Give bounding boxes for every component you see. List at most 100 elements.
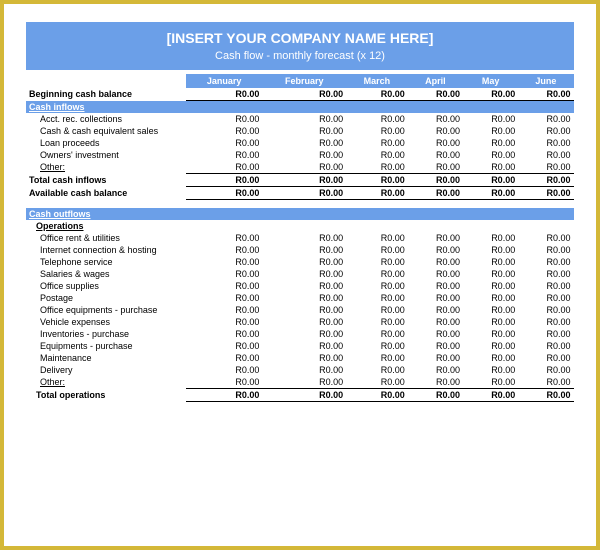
cell: R0.00 <box>346 161 408 174</box>
cell: R0.00 <box>463 88 518 101</box>
cash-inflows-header: Cash inflows <box>26 101 574 114</box>
cell: R0.00 <box>346 328 408 340</box>
cell: R0.00 <box>186 376 262 389</box>
row-label: Office equipments - purchase <box>26 304 186 316</box>
cell: R0.00 <box>408 316 463 328</box>
cell: R0.00 <box>518 256 573 268</box>
cell: R0.00 <box>518 304 573 316</box>
cell: R0.00 <box>346 376 408 389</box>
cell: R0.00 <box>346 232 408 244</box>
table-row: Other:R0.00R0.00R0.00R0.00R0.00R0.00 <box>26 161 574 174</box>
cell: R0.00 <box>186 113 262 125</box>
subtitle: Cash flow - monthly forecast (x 12) <box>26 50 574 62</box>
cell: R0.00 <box>463 364 518 376</box>
cell: R0.00 <box>186 256 262 268</box>
month-jun: June <box>518 75 573 88</box>
cell: R0.00 <box>346 137 408 149</box>
document-frame: [INSERT YOUR COMPANY NAME HERE] Cash flo… <box>0 0 600 550</box>
cell: R0.00 <box>346 304 408 316</box>
cell: R0.00 <box>262 137 346 149</box>
available-cash-row: Available cash balance R0.00 R0.00 R0.00… <box>26 187 574 200</box>
cell: R0.00 <box>408 149 463 161</box>
row-label: Acct. rec. collections <box>26 113 186 125</box>
row-label: Other: <box>26 376 186 389</box>
cell: R0.00 <box>463 340 518 352</box>
cell: R0.00 <box>186 187 262 200</box>
cell: R0.00 <box>408 268 463 280</box>
cell: R0.00 <box>518 352 573 364</box>
cell: R0.00 <box>463 316 518 328</box>
table-row: Other:R0.00R0.00R0.00R0.00R0.00R0.00 <box>26 376 574 389</box>
month-feb: February <box>262 75 346 88</box>
table-row: Acct. rec. collectionsR0.00R0.00R0.00R0.… <box>26 113 574 125</box>
cell: R0.00 <box>186 149 262 161</box>
cell: R0.00 <box>463 244 518 256</box>
cell: R0.00 <box>262 113 346 125</box>
cell: R0.00 <box>518 232 573 244</box>
available-cash-label: Available cash balance <box>26 187 186 200</box>
beginning-balance-label: Beginning cash balance <box>26 88 186 101</box>
cell: R0.00 <box>262 187 346 200</box>
cell: R0.00 <box>408 244 463 256</box>
cell: R0.00 <box>463 125 518 137</box>
cell: R0.00 <box>346 244 408 256</box>
cell: R0.00 <box>262 161 346 174</box>
cash-outflows-header: Cash outflows <box>26 208 574 220</box>
cell: R0.00 <box>408 364 463 376</box>
table-row: Office suppliesR0.00R0.00R0.00R0.00R0.00… <box>26 280 574 292</box>
cell: R0.00 <box>262 340 346 352</box>
row-label: Cash & cash equivalent sales <box>26 125 186 137</box>
table-row: Internet connection & hostingR0.00R0.00R… <box>26 244 574 256</box>
cell: R0.00 <box>463 232 518 244</box>
row-label: Internet connection & hosting <box>26 244 186 256</box>
table-row: PostageR0.00R0.00R0.00R0.00R0.00R0.00 <box>26 292 574 304</box>
cell: R0.00 <box>518 174 573 187</box>
cell: R0.00 <box>186 280 262 292</box>
cell: R0.00 <box>186 304 262 316</box>
cell: R0.00 <box>262 280 346 292</box>
beginning-balance-row: Beginning cash balance R0.00 R0.00 R0.00… <box>26 88 574 101</box>
row-label: Equipments - purchase <box>26 340 186 352</box>
cell: R0.00 <box>518 316 573 328</box>
cell: R0.00 <box>346 187 408 200</box>
cell: R0.00 <box>186 88 262 101</box>
cell: R0.00 <box>408 125 463 137</box>
cell: R0.00 <box>346 149 408 161</box>
cell: R0.00 <box>463 292 518 304</box>
cell: R0.00 <box>262 174 346 187</box>
row-label: Office supplies <box>26 280 186 292</box>
table-row: Owners' investmentR0.00R0.00R0.00R0.00R0… <box>26 149 574 161</box>
cell: R0.00 <box>463 113 518 125</box>
cell: R0.00 <box>262 149 346 161</box>
cell: R0.00 <box>408 113 463 125</box>
section-title: Cash outflows <box>26 208 574 220</box>
cell: R0.00 <box>518 268 573 280</box>
table-row: Office equipments - purchaseR0.00R0.00R0… <box>26 304 574 316</box>
cell: R0.00 <box>408 232 463 244</box>
table-row: Vehicle expensesR0.00R0.00R0.00R0.00R0.0… <box>26 316 574 328</box>
cell: R0.00 <box>262 125 346 137</box>
row-label: Salaries & wages <box>26 268 186 280</box>
cell: R0.00 <box>463 187 518 200</box>
table-row: Telephone serviceR0.00R0.00R0.00R0.00R0.… <box>26 256 574 268</box>
cell: R0.00 <box>262 352 346 364</box>
month-may: May <box>463 75 518 88</box>
cell: R0.00 <box>346 280 408 292</box>
month-mar: March <box>346 75 408 88</box>
cell: R0.00 <box>408 352 463 364</box>
cell: R0.00 <box>463 388 518 401</box>
subsection-title: Operations <box>26 220 574 232</box>
cell: R0.00 <box>463 137 518 149</box>
table-row: MaintenanceR0.00R0.00R0.00R0.00R0.00R0.0… <box>26 352 574 364</box>
cell: R0.00 <box>408 292 463 304</box>
cell: R0.00 <box>262 88 346 101</box>
row-label: Delivery <box>26 364 186 376</box>
cell: R0.00 <box>346 113 408 125</box>
cell: R0.00 <box>408 174 463 187</box>
cell: R0.00 <box>346 88 408 101</box>
operations-header: Operations <box>26 220 574 232</box>
cell: R0.00 <box>408 161 463 174</box>
table-row: Inventories - purchaseR0.00R0.00R0.00R0.… <box>26 328 574 340</box>
month-jan: January <box>186 75 262 88</box>
cell: R0.00 <box>463 149 518 161</box>
